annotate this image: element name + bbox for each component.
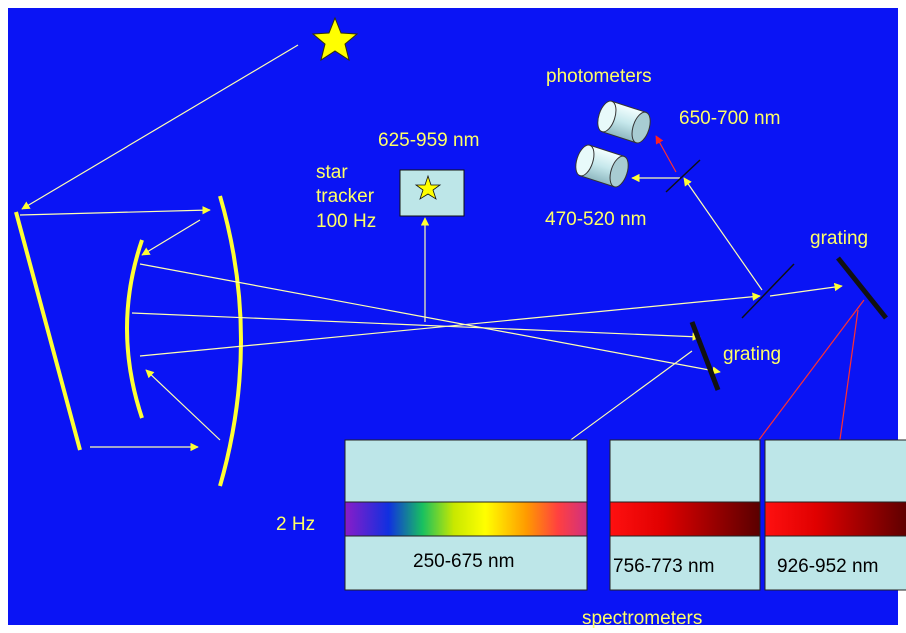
beam-primary-to-secondary-bottom bbox=[145, 369, 221, 441]
beam-dichroic-to-long-photometer bbox=[655, 135, 677, 173]
grating-lower bbox=[689, 321, 721, 391]
primary-mirror bbox=[218, 195, 243, 487]
grating-upper bbox=[836, 256, 888, 320]
photometer-long-band-label: 650-700 nm bbox=[679, 108, 781, 129]
spectrometer-1-band-label: 250-675 nm bbox=[413, 551, 515, 572]
star-icon bbox=[311, 16, 359, 62]
photometer-short-band-label: 470-520 nm bbox=[545, 209, 647, 230]
sample-rate-label: 2 Hz bbox=[276, 514, 316, 535]
grating-upper-label: grating bbox=[810, 228, 869, 249]
beam-secondary-to-lower-grating-a bbox=[139, 263, 721, 375]
beam-primary-to-secondary-top bbox=[141, 219, 201, 256]
star-tracker-label-line3: 100 Hz bbox=[316, 211, 377, 232]
beam-secondary-to-lower-grating-b bbox=[131, 312, 701, 341]
beam-splitter bbox=[741, 263, 795, 319]
beam-incoming bbox=[21, 44, 299, 210]
flat-mirror bbox=[14, 211, 82, 451]
spectrometer-2-band-label: 756-773 nm bbox=[613, 556, 715, 577]
beam-splitter-to-dichroic bbox=[683, 177, 763, 291]
star-tracker-label-line1: star bbox=[316, 162, 348, 183]
secondary-mirror bbox=[125, 239, 144, 419]
spectrometers-label: spectrometers bbox=[582, 608, 703, 629]
photometers-label: photometers bbox=[546, 66, 652, 87]
photometer-short-icon bbox=[575, 144, 629, 188]
spectrometer-1-spectrum bbox=[344, 501, 588, 537]
star-tracker-band-label: 625-959 nm bbox=[378, 130, 480, 151]
dichroic-splitter bbox=[665, 159, 701, 193]
beam-flat-to-primary-top bbox=[19, 206, 211, 216]
star-tracker-label-line2: tracker bbox=[316, 186, 375, 207]
spectrometer-3-band-label: 926-952 nm bbox=[777, 556, 879, 577]
star-tracker-star-icon bbox=[414, 174, 442, 200]
grating-lower-label: grating bbox=[723, 344, 782, 365]
spectrometer-2-spectrum bbox=[609, 501, 761, 537]
beam-splitter-to-upper-grating bbox=[769, 282, 843, 297]
photometer-long-icon bbox=[597, 100, 651, 144]
beam-secondary-to-beamsplitter bbox=[139, 292, 761, 357]
spectrometer-3-spectrum bbox=[764, 501, 906, 537]
